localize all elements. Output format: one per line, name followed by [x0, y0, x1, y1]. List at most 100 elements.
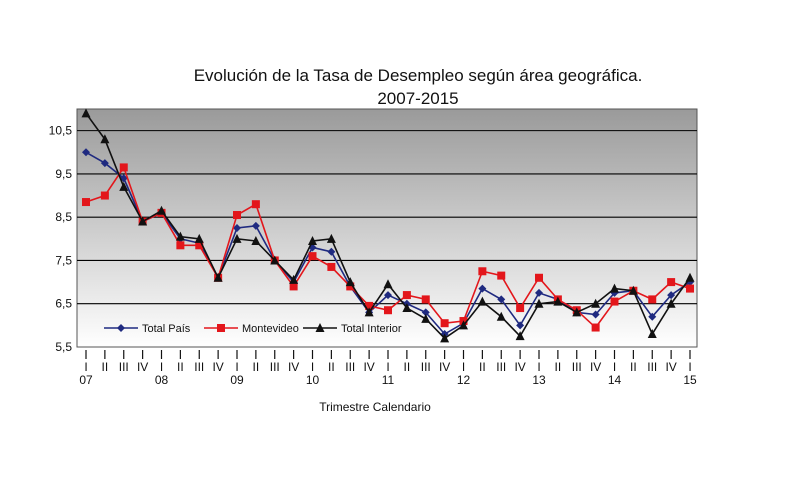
data-point-montevideo — [384, 306, 392, 315]
y-tick-label: 6,5 — [55, 297, 72, 311]
y-tick-label: 10,5 — [49, 124, 73, 138]
x-axis-title: Trimestre Calendario — [319, 400, 431, 414]
data-point-total-interior — [685, 272, 695, 282]
data-point-total-interior — [553, 296, 563, 306]
x-quarter-label: I — [311, 360, 314, 374]
legend-marker-total-interior — [315, 323, 325, 332]
data-point-montevideo — [686, 284, 694, 293]
data-point-total-pa-s — [82, 148, 90, 157]
data-point-total-interior — [421, 313, 431, 323]
data-point-total-interior — [326, 233, 336, 243]
x-quarter-label: II — [102, 360, 109, 374]
data-point-montevideo — [251, 200, 260, 209]
data-point-montevideo — [497, 271, 506, 280]
x-quarter-label: IV — [514, 360, 525, 374]
x-year-label: 14 — [608, 373, 622, 387]
data-point-total-interior — [628, 285, 638, 295]
x-year-label: 09 — [230, 373, 244, 387]
x-year-label: 13 — [532, 373, 546, 387]
data-point-total-interior — [572, 307, 582, 317]
x-year-label: 07 — [79, 373, 93, 387]
data-point-montevideo — [402, 291, 411, 300]
data-point-total-interior — [402, 303, 412, 313]
data-point-montevideo — [478, 267, 487, 276]
data-point-total-pa-s — [233, 224, 241, 232]
data-point-total-pa-s — [516, 321, 525, 330]
data-point-total-interior — [477, 296, 487, 306]
data-point-total-pa-s — [667, 291, 676, 300]
data-point-total-interior — [251, 235, 261, 245]
data-point-montevideo — [289, 282, 298, 291]
x-quarter-label: I — [613, 360, 616, 374]
data-point-total-pa-s — [384, 291, 392, 300]
legend-label-montevideo: Montevideo — [242, 323, 299, 335]
data-point-total-interior — [496, 311, 506, 321]
data-point-montevideo — [82, 198, 90, 207]
data-point-total-pa-s — [648, 312, 657, 321]
data-point-total-interior — [157, 205, 166, 215]
legend-label-total-pais: Total País — [142, 323, 191, 335]
data-point-total-pa-s — [327, 247, 336, 256]
data-point-total-interior — [383, 279, 393, 289]
data-point-total-interior — [232, 233, 242, 243]
x-quarter-label: I — [537, 360, 540, 374]
x-year-label: 15 — [683, 373, 697, 387]
x-quarter-label: III — [119, 360, 129, 374]
x-quarter-label: II — [328, 360, 335, 374]
x-quarter-label: III — [270, 360, 280, 374]
x-quarter-label: IV — [288, 360, 299, 374]
x-year-label: 12 — [457, 373, 471, 387]
data-point-total-interior — [364, 307, 374, 317]
x-year-label: 08 — [155, 373, 169, 387]
data-point-total-interior — [610, 283, 619, 293]
x-year-label: 11 — [382, 373, 395, 387]
x-quarter-label: III — [421, 360, 431, 374]
data-point-montevideo — [365, 301, 374, 310]
x-quarter-label: IV — [590, 360, 601, 374]
x-quarter-label: IV — [665, 360, 676, 374]
data-point-total-interior — [100, 134, 110, 144]
data-point-montevideo — [308, 252, 317, 261]
legend: Total País Montevideo Total Interior — [104, 323, 402, 335]
data-point-montevideo — [516, 304, 525, 313]
data-point-total-interior — [440, 333, 450, 343]
data-point-total-pa-s — [251, 221, 260, 230]
data-point-total-pa-s — [100, 159, 109, 168]
data-point-total-pa-s — [497, 295, 506, 304]
data-point-montevideo — [667, 278, 676, 287]
data-point-total-interior — [515, 331, 525, 341]
data-point-total-interior — [194, 233, 204, 243]
x-quarter-label: II — [253, 360, 260, 374]
data-point-montevideo — [176, 241, 185, 250]
data-point-total-pa-s — [535, 288, 543, 297]
data-point-montevideo — [591, 323, 600, 332]
chart-title: Evolución de la Tasa de Desempleo según … — [194, 66, 643, 85]
x-quarter-label: II — [630, 360, 637, 374]
x-quarter-label: I — [386, 360, 389, 374]
data-point-total-interior — [270, 255, 280, 265]
x-quarter-label: IV — [363, 360, 374, 374]
data-point-montevideo — [648, 295, 657, 304]
data-point-total-interior — [345, 277, 355, 287]
data-point-montevideo — [327, 262, 336, 271]
data-point-total-interior — [213, 272, 223, 282]
data-point-total-interior — [647, 329, 657, 339]
data-point-montevideo — [535, 273, 543, 282]
x-quarter-label: II — [177, 360, 184, 374]
x-quarter-label: I — [160, 360, 163, 374]
data-point-total-interior — [138, 216, 148, 226]
data-point-total-interior — [534, 298, 544, 308]
data-point-montevideo — [610, 297, 619, 306]
x-quarter-label: II — [479, 360, 486, 374]
x-quarter-label: IV — [137, 360, 148, 374]
data-point-total-interior — [666, 298, 676, 308]
data-point-total-interior — [289, 274, 299, 284]
data-point-montevideo — [346, 282, 355, 291]
x-quarter-label: III — [194, 360, 204, 374]
data-point-total-pa-s — [421, 308, 430, 317]
series-layer — [81, 108, 695, 343]
data-point-montevideo — [195, 241, 204, 250]
data-point-montevideo — [119, 163, 128, 172]
y-axis-ticks: 5,5 6,5 7,5 8,5 9,5 10,5 — [49, 124, 73, 354]
data-point-total-interior — [119, 181, 129, 191]
